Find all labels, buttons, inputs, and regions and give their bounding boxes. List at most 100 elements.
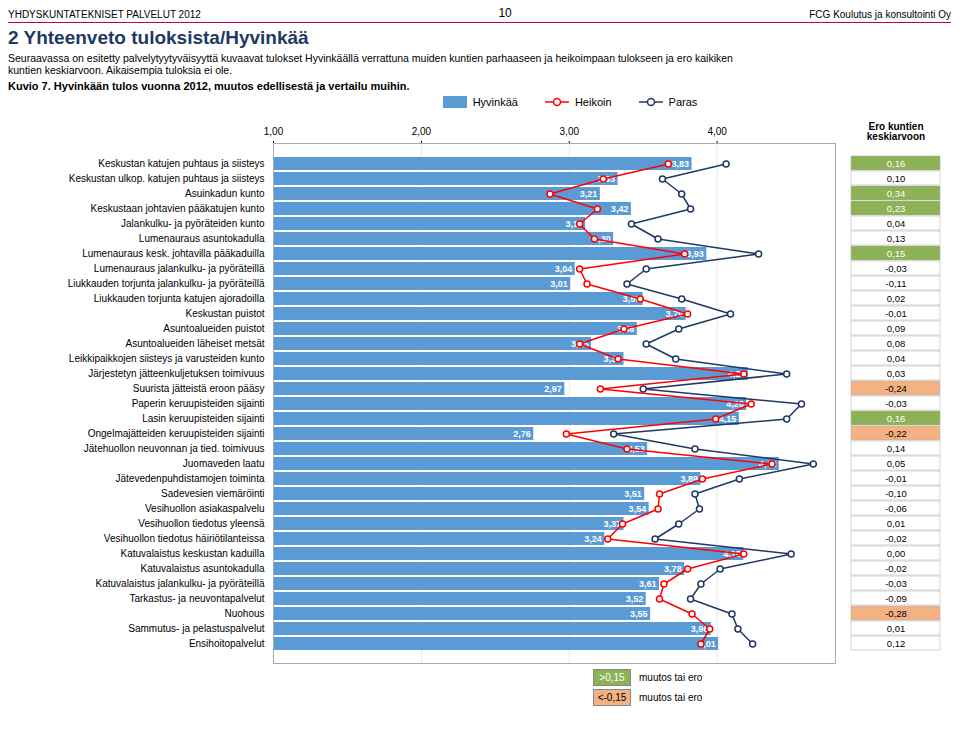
svg-text:0,05: 0,05 (887, 458, 906, 469)
svg-text:3,55: 3,55 (630, 609, 648, 619)
svg-text:-0,22: -0,22 (885, 428, 907, 439)
svg-text:0,01: 0,01 (887, 518, 906, 529)
svg-text:0,16: 0,16 (887, 158, 906, 169)
html-text:10: 10 (498, 6, 512, 20)
svg-text:0,14: 0,14 (887, 443, 906, 454)
svg-text:3,21: 3,21 (580, 189, 598, 199)
svg-text:0,23: 0,23 (887, 203, 906, 214)
svg-text:Keskustan katujen puhtaus ja s: Keskustan katujen puhtaus ja siisteys (98, 158, 264, 169)
svg-text:Jätehuollon neuvonnan ja tied.: Jätehuollon neuvonnan ja tied. toimivuus (84, 443, 265, 454)
svg-text:3,42: 3,42 (611, 204, 629, 214)
svg-text:2,00: 2,00 (412, 126, 432, 137)
svg-text:0,13: 0,13 (887, 233, 906, 244)
svg-text:Asuntoalueiden läheiset metsät: Asuntoalueiden läheiset metsät (126, 338, 265, 349)
html-text:Seuraavassa on esitetty palvel: Seuraavassa on esitetty palvelytyytyväis… (8, 52, 733, 76)
svg-text:0,08: 0,08 (887, 338, 906, 349)
svg-text:0,01: 0,01 (887, 623, 906, 634)
svg-text:-0,02: -0,02 (885, 533, 907, 544)
svg-text:Tarkastus- ja neuvontapalvelut: Tarkastus- ja neuvontapalvelut (129, 593, 264, 604)
svg-text:2,76: 2,76 (513, 429, 531, 439)
svg-text:3,83: 3,83 (672, 159, 690, 169)
svg-text:0,12: 0,12 (887, 638, 906, 649)
svg-text:Leikkipaikkojen siisteys ja va: Leikkipaikkojen siisteys ja varusteiden … (69, 353, 265, 364)
svg-text:Vesihuollon asiakaspalvelu: Vesihuollon asiakaspalvelu (145, 503, 265, 514)
svg-text:Liukkauden torjunta katujen aj: Liukkauden torjunta katujen ajoradoilla (94, 293, 265, 304)
svg-text:Asuntoalueiden puistot: Asuntoalueiden puistot (163, 323, 264, 334)
svg-text:Lumenauraus jalankulku- ja pyö: Lumenauraus jalankulku- ja pyöräteillä (94, 263, 265, 274)
html-text:Paras: Paras (668, 96, 698, 108)
html-text:YHDYSKUNTATEKNISET PALVELUT 20: YHDYSKUNTATEKNISET PALVELUT 2012 (8, 9, 201, 20)
svg-text:Lasin keruupisteiden sijainti: Lasin keruupisteiden sijainti (142, 413, 264, 424)
svg-text:Sadevesien viemäröinti: Sadevesien viemäröinti (161, 488, 264, 499)
svg-text:Keskustan puistot: Keskustan puistot (186, 308, 265, 319)
svg-text:0,15: 0,15 (887, 248, 906, 259)
svg-text:0,04: 0,04 (887, 218, 906, 229)
svg-text:3,89: 3,89 (680, 474, 698, 484)
svg-text:0,02: 0,02 (887, 293, 906, 304)
html-text:Kuvio 7. Hyvinkään tulos vuonn: Kuvio 7. Hyvinkään tulos vuonna 2012, mu… (8, 80, 410, 92)
svg-text:0,03: 0,03 (887, 368, 906, 379)
svg-text:3,93: 3,93 (686, 249, 704, 259)
svg-text:4,00: 4,00 (707, 126, 727, 137)
svg-text:Paperin keruupisteiden sijaint: Paperin keruupisteiden sijainti (132, 398, 265, 409)
svg-text:Katuvalaistus asuntokadulla: Katuvalaistus asuntokadulla (141, 563, 265, 574)
html-text:Heikoin: Heikoin (574, 96, 612, 108)
svg-text:Keskustaan johtavien pääkatuje: Keskustaan johtavien pääkatujen kunto (90, 203, 264, 214)
svg-text:-0,06: -0,06 (885, 503, 907, 514)
svg-text:-0,09: -0,09 (885, 593, 907, 604)
svg-text:0,00: 0,00 (887, 548, 906, 559)
svg-text:0,09: 0,09 (887, 323, 906, 334)
svg-text:Juomaveden laatu: Juomaveden laatu (183, 458, 265, 469)
svg-text:Vesihuollon tiedotus yleensä: Vesihuollon tiedotus yleensä (138, 518, 265, 529)
svg-text:Jalankulku- ja pyöräteiden kun: Jalankulku- ja pyöräteiden kunto (121, 218, 265, 229)
svg-text:Ongelmajätteiden keruupisteide: Ongelmajätteiden keruupisteiden sijainti (88, 428, 265, 439)
svg-text:3,52: 3,52 (626, 594, 644, 604)
svg-text:Sammutus- ja pelastuspalvelut: Sammutus- ja pelastuspalvelut (128, 623, 264, 634)
svg-text:3,00: 3,00 (560, 126, 580, 137)
svg-text:Asuinkadun kunto: Asuinkadun kunto (185, 188, 265, 199)
svg-text:Liukkauden torjunta jalankulku: Liukkauden torjunta jalankulku- ja pyörä… (68, 278, 265, 289)
svg-text:1,00: 1,00 (264, 126, 284, 137)
svg-text:4,15: 4,15 (719, 414, 737, 424)
html-text:FCG Koulutus ja konsultointi O: FCG Koulutus ja konsultointi Oy (809, 9, 951, 20)
svg-text:3,01: 3,01 (550, 279, 568, 289)
svg-text:3,51: 3,51 (624, 489, 642, 499)
svg-text:-0,02: -0,02 (885, 563, 907, 574)
svg-text:0,10: 0,10 (887, 173, 906, 184)
svg-text:3,61: 3,61 (639, 579, 657, 589)
svg-text:2,97: 2,97 (544, 384, 562, 394)
svg-text:Keskustan ulkop. katujen puhta: Keskustan ulkop. katujen puhtaus ja siis… (69, 173, 265, 184)
svg-text:0,04: 0,04 (887, 353, 906, 364)
svg-text:3,11: 3,11 (565, 218, 583, 229)
svg-text:Vesihuollon tiedotus häiriötil: Vesihuollon tiedotus häiriötilanteissa (104, 533, 265, 544)
svg-text:4,20: 4,20 (726, 399, 744, 409)
html-text:2 Yhteenveto tuloksista/Hyvink: 2 Yhteenveto tuloksista/Hyvinkää (8, 27, 309, 48)
svg-text:3,33: 3,33 (597, 173, 616, 184)
svg-text:0,34: 0,34 (887, 188, 906, 199)
svg-text:3,24: 3,24 (584, 534, 602, 544)
svg-text:Ero kuntienkeskiarvoon: Ero kuntienkeskiarvoon (867, 121, 925, 142)
svg-text:Nuohous: Nuohous (224, 608, 264, 619)
svg-text:Suurista jätteistä eroon pääsy: Suurista jätteistä eroon pääsy (133, 383, 265, 394)
svg-text:Järjestetyn jätteenkuljetuksen: Järjestetyn jätteenkuljetuksen toimivuus (88, 368, 264, 379)
svg-text:-0,24: -0,24 (885, 383, 907, 394)
svg-text:-0,28: -0,28 (885, 608, 907, 619)
svg-text:Katuvalaistus keskustan kaduil: Katuvalaistus keskustan kaduilla (121, 548, 265, 559)
svg-text:-0,01: -0,01 (885, 473, 907, 484)
svg-text:3,78: 3,78 (664, 564, 682, 574)
svg-text:-0,03: -0,03 (885, 398, 907, 409)
svg-text:-0,03: -0,03 (885, 263, 907, 274)
svg-text:Katuvalaistus jalankulku- ja p: Katuvalaistus jalankulku- ja pyöräteillä (96, 578, 265, 589)
svg-text:Lumenauraus asuntokadulla: Lumenauraus asuntokadulla (139, 233, 265, 244)
svg-text:-0,10: -0,10 (885, 488, 907, 499)
svg-text:Ensihoitopalvelut: Ensihoitopalvelut (189, 638, 265, 649)
html-text:Hyvinkää: Hyvinkää (472, 96, 518, 108)
svg-text:-0,01: -0,01 (885, 308, 907, 319)
svg-text:3,04: 3,04 (555, 264, 573, 274)
svg-text:Jätevedenpuhdistamojen toimint: Jätevedenpuhdistamojen toiminta (116, 473, 265, 484)
svg-text:0,16: 0,16 (887, 413, 906, 424)
svg-text:3,54: 3,54 (629, 504, 647, 514)
svg-text:-0,11: -0,11 (886, 278, 907, 289)
svg-text:Lumenauraus kesk. johtavilla p: Lumenauraus kesk. johtavilla pääkaduilla (82, 248, 265, 259)
svg-text:-0,03: -0,03 (885, 578, 907, 589)
